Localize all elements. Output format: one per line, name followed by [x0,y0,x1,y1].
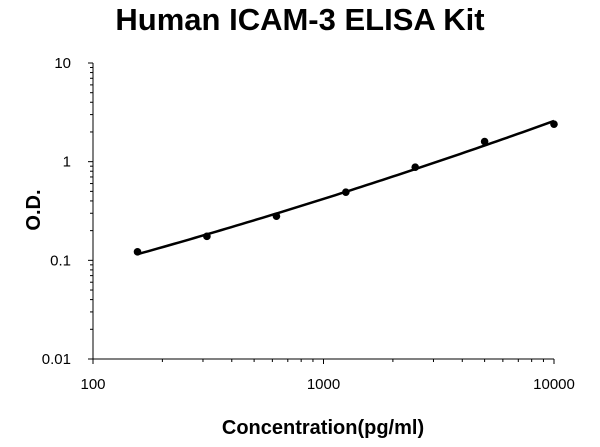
fit-curve-layer [137,119,555,256]
x-axis-title: Concentration(pg/ml) [222,417,424,439]
y-tick-label: 0.01 [42,351,71,368]
chart-title: Human ICAM-3 ELISA Kit [115,2,485,37]
data-point [272,212,281,221]
y-tick-label: 10 [54,55,71,72]
y-tick-label: 1 [63,154,71,171]
data-points-layer [133,120,558,256]
data-point [133,248,142,256]
x-tick-label: 100 [80,376,105,393]
y-tick-label: 0.1 [50,252,71,269]
axes: 0.01 0.1 1 10 100 1000 10000 [42,55,575,393]
y-axis-title: O.D. [23,189,45,230]
data-point [411,163,420,171]
x-tick-label: 10000 [533,376,575,393]
data-point [550,120,558,128]
data-point [342,188,350,197]
data-point [203,232,211,241]
x-tick-label: 1000 [307,376,340,393]
fit-curve [137,119,555,256]
data-point [480,137,489,146]
